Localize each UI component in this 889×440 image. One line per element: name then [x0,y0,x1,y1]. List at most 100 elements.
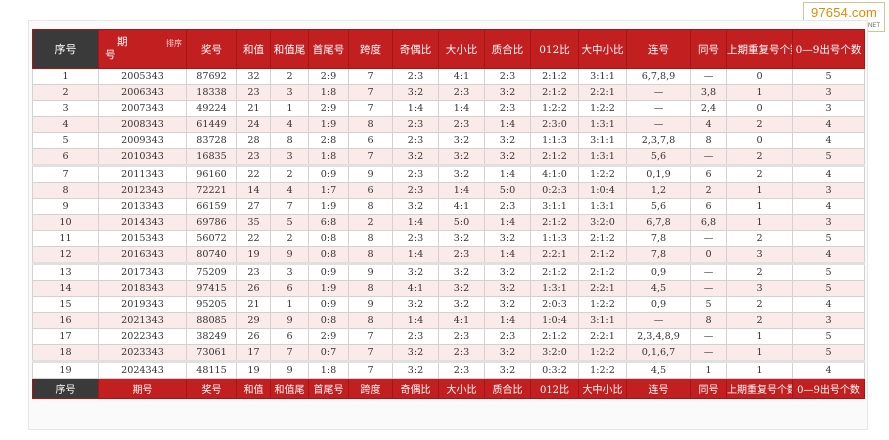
cell-period: 2009343 [98,132,187,149]
cell-sum: 22 [236,164,271,183]
cell-same-number: 6 [690,164,727,183]
header-big-small-ratio: 大小比 [438,29,485,69]
footer-mod012-ratio: 012比 [530,378,579,399]
cell-big-small-ratio: 3:2 [438,262,485,281]
cell-odd-even-ratio: 2:3 [392,182,439,199]
cell-mod012-ratio: 2:1:2 [530,84,579,101]
cell-sum-tail: 9 [270,312,309,329]
cell-mod012-ratio: 2:1:2 [530,328,579,345]
header-sum: 和值 [236,29,271,69]
table-header-row: 序号 期号 排序 奖号 和值 和值尾 首尾号 跨度 奇偶比 大小比 质合比 012比 大中小比 连号 同号上… [32,29,865,69]
cell-repeat-count: 2 [726,116,793,133]
cell-big-mid-small-ratio: 1:2:2 [578,344,627,362]
cell-period: 2011343 [98,164,187,183]
table-row: 12 2016343 80740 19 9 0:8 8 1:4 2:3 1:4 2:2:1 2:1:2… [32,246,865,264]
cell-sum: 21 [236,100,271,117]
cell-big-small-ratio: 3:2 [438,280,485,297]
cell-odd-even-ratio: 4:1 [392,280,439,297]
cell-repeat-count: 1 [726,344,793,362]
cell-seq: 2 [32,84,99,101]
cell-odd-even-ratio: 3:2 [392,84,439,101]
table-row: 13 2017343 75209 23 3 0:9 9 3:2 3:2 3:2 2:1:2 2:1:2… [32,262,865,281]
cell-sum-tail: 2 [270,230,309,247]
cell-same-number: 2,4 [690,100,727,117]
sort-button[interactable]: 排序 [166,39,182,48]
cell-mod012-ratio: 1:2:2 [530,100,579,117]
table-row: 5 2009343 83728 28 8 2:8 6 2:3 3:2 3:2 1:1:3 3:1:1 2… [32,132,865,149]
cell-first-last: 1:8 [308,148,349,166]
footer-repeat-count: 上期重复号个数 [726,378,793,399]
cell-draw-number: 80740 [186,246,237,264]
cell-odd-even-ratio: 3:2 [392,262,439,281]
cell-odd-even-ratio: 3:2 [392,148,439,166]
cell-consecutive: — [626,116,691,133]
cell-sum: 14 [236,182,271,199]
table-row: 11 2015343 56072 22 2 0:8 8 2:3 3:2 3:2 1:1:3 2:1:2… [32,230,865,247]
cell-period: 2007343 [98,100,187,117]
cell-period: 2012343 [98,182,187,199]
cell-repeat-count: 2 [726,230,793,247]
cell-draw-number: 69786 [186,214,237,231]
cell-odd-even-ratio: 2:3 [392,68,439,85]
cell-period: 2015343 [98,230,187,247]
cell-first-last: 0:8 [308,246,349,264]
cell-digit-count: 4 [792,164,865,183]
cell-digit-count: 3 [792,214,865,231]
cell-consecutive: 6,7,8,9 [626,68,691,85]
cell-repeat-count: 2 [726,296,793,313]
cell-sum-tail: 6 [270,328,309,345]
cell-period: 2022343 [98,328,187,345]
cell-sum: 27 [236,198,271,215]
cell-big-small-ratio: 2:3 [438,84,485,101]
cell-same-number: 8 [690,312,727,329]
cell-sum: 35 [236,214,271,231]
cell-same-number: 0 [690,246,727,264]
cell-sum-tail: 3 [270,148,309,166]
table-row: 2 2006343 18338 23 3 1:8 7 3:2 2:3 3:2 2:1:2 2:2:1—… [32,84,865,101]
cell-draw-number: 83728 [186,132,237,149]
cell-sum-tail: 5 [270,214,309,231]
cell-sum-tail: 1 [270,296,309,313]
cell-draw-number: 16835 [186,148,237,166]
footer-same-number: 同号 [690,378,727,399]
header-odd-even-ratio: 奇偶比 [392,29,439,69]
cell-draw-number: 56072 [186,230,237,247]
cell-span: 9 [348,164,393,183]
cell-draw-number: 96160 [186,164,237,183]
cell-same-number: 6,8 [690,214,727,231]
cell-sum: 29 [236,312,271,329]
cell-same-number: — [690,344,727,362]
cell-span: 9 [348,262,393,281]
cell-odd-even-ratio: 2:3 [392,164,439,183]
table-row: 19 2024343 48115 19 9 1:8 7 3:2 2:3 3:2 0:3:2 1:2:2… [32,360,865,379]
cell-draw-number: 38249 [186,328,237,345]
cell-span: 7 [348,328,393,345]
cell-prime-composite-ratio: 2:3 [484,100,531,117]
cell-consecutive: 0,9 [626,296,691,313]
cell-consecutive: 2,3,7,8 [626,132,691,149]
cell-sum: 23 [236,148,271,166]
cell-first-last: 2:9 [308,100,349,117]
cell-big-mid-small-ratio: 3:1:1 [578,132,627,149]
cell-big-mid-small-ratio: 1:2:2 [578,164,627,183]
cell-mod012-ratio: 1:1:3 [530,230,579,247]
cell-span: 8 [348,246,393,264]
cell-seq: 8 [32,182,99,199]
table-row: 10 2014343 69786 35 5 6:8 2 1:4 5:0 1:4 2:1:2 3:2:0… [32,214,865,231]
cell-seq: 18 [32,344,99,362]
header-period[interactable]: 期号 排序 [98,29,187,69]
cell-draw-number: 75209 [186,262,237,281]
cell-odd-even-ratio: 3:2 [392,296,439,313]
watermark-domain: 97654.com [810,5,878,20]
cell-same-number: — [690,262,727,281]
cell-prime-composite-ratio: 1:4 [484,164,531,183]
cell-span: 8 [348,116,393,133]
cell-sum-tail: 9 [270,360,309,379]
cell-repeat-count: 1 [726,198,793,215]
cell-mod012-ratio: 2:3:0 [530,116,579,133]
cell-sum-tail: 2 [270,68,309,85]
header-span: 跨度 [348,29,393,69]
cell-first-last: 1:7 [308,182,349,199]
cell-mod012-ratio: 3:1:1 [530,198,579,215]
cell-prime-composite-ratio: 3:2 [484,132,531,149]
